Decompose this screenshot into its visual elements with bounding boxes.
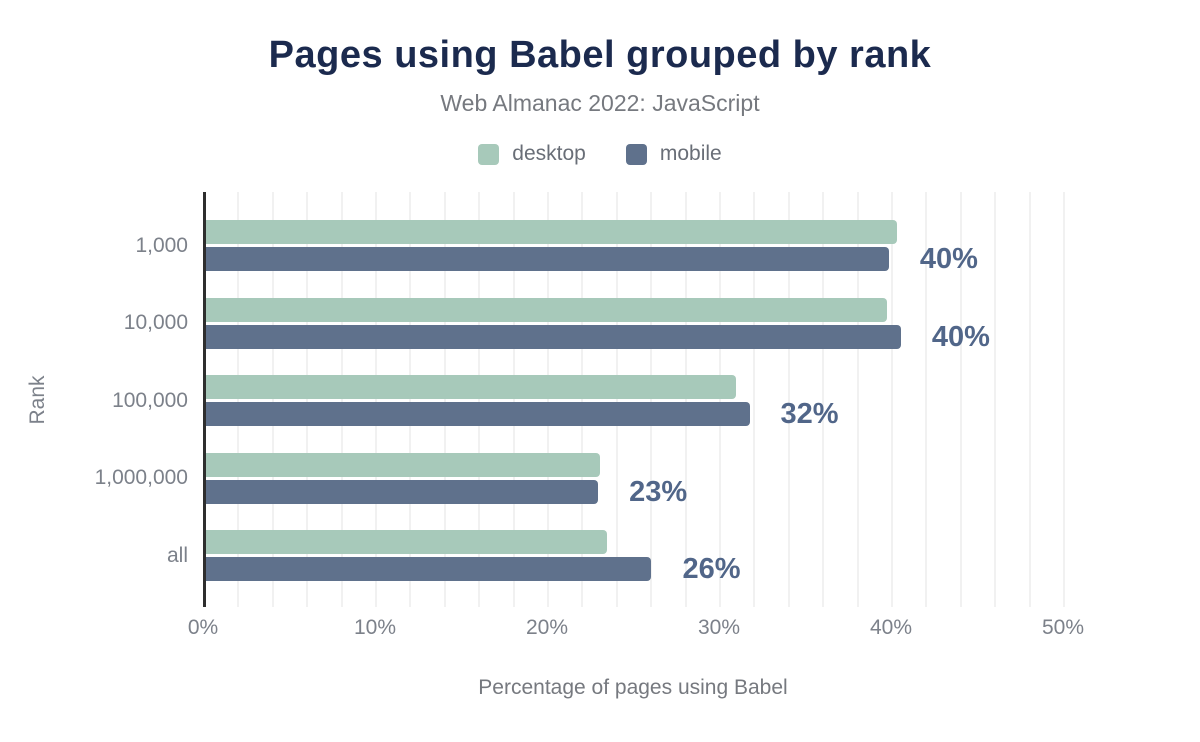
data-label: 26%: [682, 553, 741, 585]
chart-title: Pages using Babel grouped by rank: [268, 34, 932, 76]
gridline: [822, 192, 825, 607]
gridline: [1063, 192, 1065, 607]
category-label: 100,000: [112, 388, 188, 412]
legend-item-desktop: desktop: [478, 142, 586, 166]
data-label: 40%: [919, 243, 978, 275]
gridline: [787, 192, 790, 607]
mobile-swatch-icon: [625, 143, 647, 165]
gridline: [891, 192, 893, 607]
category-label: 1,000,000: [94, 466, 188, 489]
gridline: [959, 192, 962, 607]
gridline: [581, 192, 584, 607]
gridline: [340, 192, 343, 607]
gridline: [615, 192, 618, 607]
bar-mobile: [206, 247, 889, 271]
gridline: [925, 192, 928, 607]
gridline: [1028, 192, 1031, 607]
gridline: [409, 192, 412, 607]
bar-mobile: [206, 402, 750, 426]
data-label: 23%: [629, 475, 688, 508]
category-label: 10,000: [123, 311, 188, 334]
bar-mobile: [206, 479, 599, 504]
bar-desktop: [206, 530, 607, 554]
x-tick-label: 10%: [353, 616, 397, 639]
bar-desktop: [206, 452, 600, 477]
gridline: [994, 192, 997, 607]
gridline: [719, 192, 721, 607]
plot-area: 40% 40% 32% 23% 26%: [203, 192, 1065, 607]
gridline: [512, 192, 515, 607]
x-tick-label: 40%: [869, 616, 913, 639]
gridline: [375, 192, 377, 607]
gridline: [856, 192, 859, 607]
bar-desktop: [206, 375, 736, 399]
chart-subtitle: Web Almanac 2022: JavaScript: [440, 90, 760, 116]
gridline: [650, 192, 653, 607]
gridline: [753, 192, 756, 607]
legend-item-mobile: mobile: [625, 142, 722, 166]
gridline: [684, 192, 687, 607]
gridline: [306, 192, 309, 607]
bar-mobile: [206, 557, 652, 581]
desktop-swatch-icon: [478, 143, 500, 165]
data-label: 32%: [780, 398, 839, 430]
category-label: all: [166, 543, 188, 567]
legend: desktop mobile: [0, 142, 1200, 166]
x-axis-title: Percentage of pages using Babel: [478, 676, 788, 699]
x-tick-label: 20%: [525, 616, 569, 639]
legend-label-mobile: mobile: [659, 142, 722, 165]
legend-label-desktop: desktop: [512, 142, 586, 165]
bar-desktop: [206, 220, 898, 244]
x-tick-label: 50%: [1041, 616, 1085, 639]
bar-desktop: [206, 297, 888, 322]
gridline: [443, 192, 446, 607]
x-tick-label: 0%: [187, 616, 219, 639]
gridline: [271, 192, 274, 607]
gridline: [547, 192, 549, 607]
gridline: [237, 192, 240, 607]
gridline: [478, 192, 481, 607]
bar-mobile: [206, 324, 901, 349]
x-tick-label: 30%: [697, 616, 741, 639]
y-axis-line: [203, 192, 206, 607]
data-label: 40%: [931, 320, 990, 353]
category-label: 1,000: [135, 233, 188, 257]
y-axis-title: Rank: [26, 375, 49, 425]
